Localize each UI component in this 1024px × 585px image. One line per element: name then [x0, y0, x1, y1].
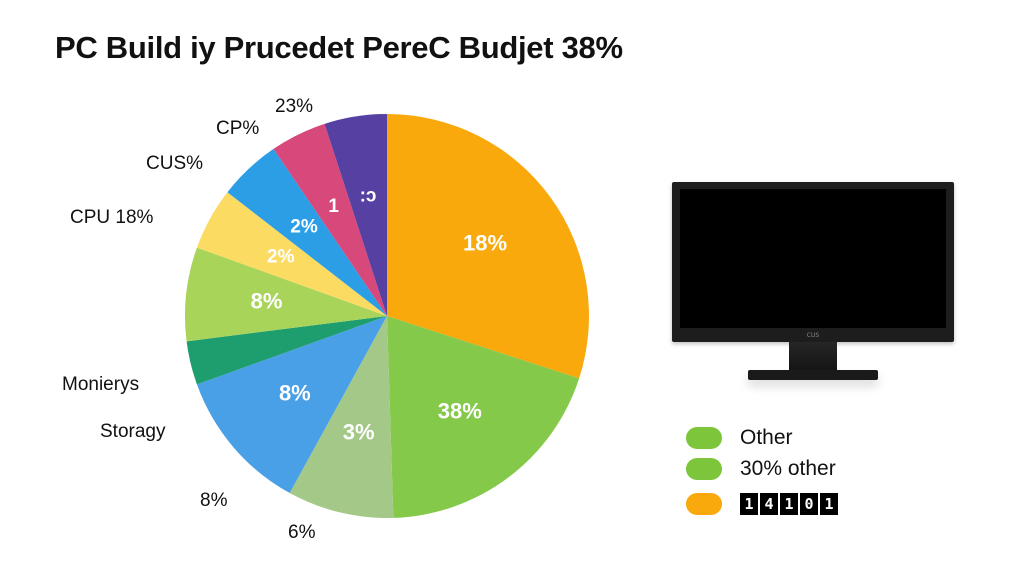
legend-digit: 1 [820, 493, 838, 515]
legend-digit: 0 [800, 493, 818, 515]
monitor-brand: CUS [806, 332, 820, 339]
outer-label-23: 23% [275, 96, 314, 117]
pie-slice-label-5: 8% [251, 289, 283, 314]
legend-item-other: Other [686, 425, 793, 451]
pie-slice-2 [289, 316, 394, 518]
pie-slice-label-1: 38% [438, 399, 482, 424]
pie-slice-label-0: 18% [463, 231, 507, 256]
outer-label-cus: CUS% [146, 153, 204, 174]
pie-slice-label-6: 2% [267, 247, 295, 268]
legend-label: 30% other [740, 457, 836, 480]
pie-slice-3 [196, 316, 387, 494]
pie-slice-label-7: 2% [290, 217, 318, 238]
legend-item-30-other: 30% other [686, 456, 836, 482]
pie-slice-0 [387, 114, 590, 379]
chart-title: PC Build iy Prucedet PereC Budjet 38% [55, 30, 623, 65]
pie-slice-8 [273, 123, 387, 316]
pie-slice-label-9: :ɔ [360, 185, 377, 206]
outer-label-cpu: CPU 18% [70, 207, 154, 228]
pie-slice-5 [185, 247, 387, 342]
legend-digit: 1 [740, 493, 758, 515]
monitor-screen [680, 189, 946, 328]
monitor-image: CUS [672, 182, 954, 397]
outer-label-monitors: Monierys [62, 374, 140, 395]
legend-swatch [686, 458, 722, 480]
pie-slice-1 [387, 316, 580, 518]
pie-slice-label-8: 1 [328, 196, 339, 217]
legend-swatch [686, 493, 722, 515]
outer-label-cp: CP% [216, 118, 260, 139]
pie-slice-9 [324, 114, 387, 316]
legend-digit: 1 [780, 493, 798, 515]
pie-slice-6 [196, 192, 387, 316]
pie-slice-7 [227, 148, 387, 316]
legend-item-digits: 1 4 1 0 1 [686, 491, 838, 517]
outer-label-storage: Storagy [100, 421, 166, 442]
legend-swatch [686, 427, 722, 449]
pie-slice-label-3: 8% [279, 381, 311, 406]
monitor-stand-foot [748, 370, 878, 380]
legend-label: Other [740, 426, 793, 449]
pie-slice-4 [186, 316, 387, 385]
outer-label-8: 8% [200, 490, 228, 511]
monitor-stand-neck [789, 342, 837, 372]
monitor-bezel: CUS [672, 182, 954, 342]
legend-digit: 4 [760, 493, 778, 515]
pie-slice-label-2: 3% [343, 420, 375, 445]
outer-label-6: 6% [288, 522, 316, 543]
legend-digit-display: 1 4 1 0 1 [740, 493, 838, 515]
